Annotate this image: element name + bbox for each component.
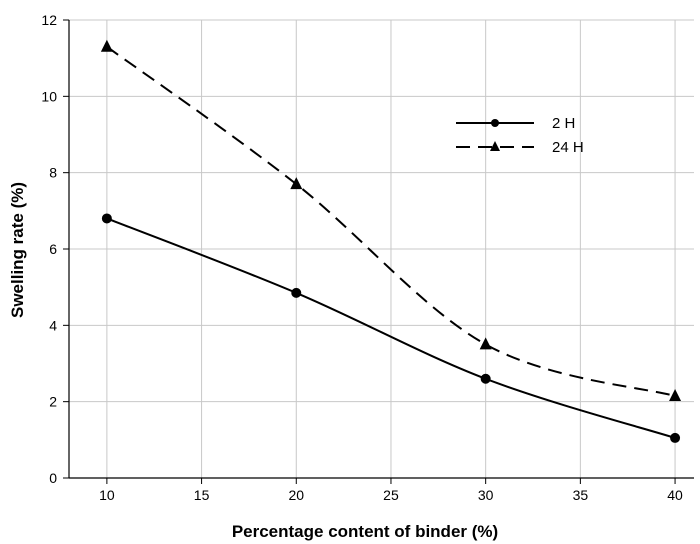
grid [69, 20, 694, 478]
x-tick-label-20: 20 [288, 487, 304, 503]
x-tick-label-10: 10 [99, 487, 115, 503]
y-tick-label-2: 2 [49, 394, 57, 410]
y-tick-label-8: 8 [49, 165, 57, 181]
y-tick-label-10: 10 [41, 88, 57, 104]
y-tick-label-6: 6 [49, 241, 57, 257]
x-tick-labels: 10 15 20 25 30 35 40 [99, 487, 683, 503]
y-tick-labels: 0 2 4 6 8 10 12 [41, 12, 57, 486]
x-tick-label-25: 25 [383, 487, 399, 503]
x-tick-label-35: 35 [573, 487, 589, 503]
x-axis-title: Percentage content of binder (%) [232, 522, 498, 541]
legend-label-24h: 24 H [552, 139, 584, 156]
plot-frame [63, 20, 694, 484]
legend-label-2h: 2 H [552, 115, 575, 132]
data-point-24h-10 [101, 40, 113, 52]
data-point-2h-10 [102, 213, 112, 223]
data-point-24h-40 [669, 389, 681, 401]
legend: 2 H 24 H [456, 115, 584, 156]
legend-marker-2h [491, 119, 499, 127]
data-point-24h-30 [480, 337, 492, 349]
x-tick-label-30: 30 [478, 487, 494, 503]
data-point-2h-30 [481, 374, 491, 384]
data-point-24h-20 [290, 177, 302, 189]
y-axis-title: Swelling rate (%) [8, 182, 27, 318]
y-tick-label-12: 12 [41, 12, 57, 28]
data-point-2h-20 [291, 288, 301, 298]
x-tick-label-15: 15 [194, 487, 210, 503]
x-tick-label-40: 40 [667, 487, 683, 503]
y-tick-label-4: 4 [49, 317, 57, 333]
data-point-2h-40 [670, 433, 680, 443]
y-tick-label-0: 0 [49, 470, 57, 486]
